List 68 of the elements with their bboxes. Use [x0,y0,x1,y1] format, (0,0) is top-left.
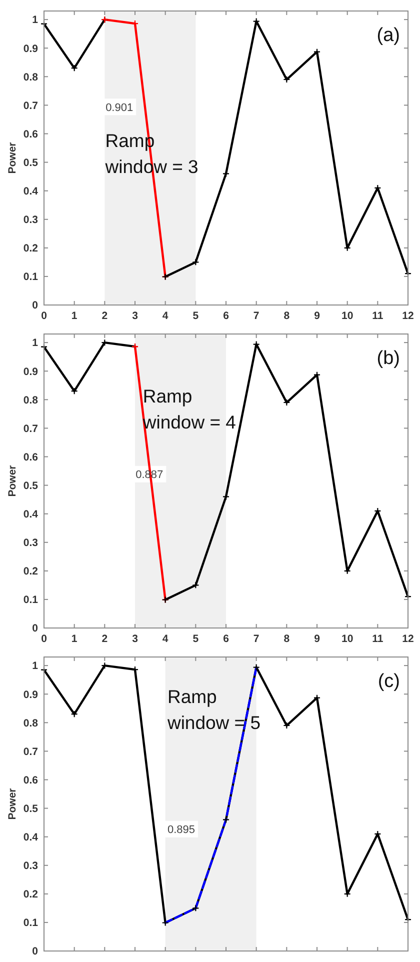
x-tick-label: 11 [372,310,384,322]
y-tick-label: 0.9 [23,688,38,701]
y-tick-label: 1 [32,14,38,26]
y-tick-label: 0.1 [23,594,38,606]
x-tick-label: 6 [223,633,230,645]
x-tick-label: 4 [162,633,168,645]
x-tick-label: 3 [132,310,138,322]
y-tick-label: 0.6 [23,128,38,140]
y-tick-label: 0 [32,300,38,312]
y-tick-label: 0.6 [23,451,38,464]
x-tick-label: 9 [314,633,320,645]
y-tick-label: 0.2 [23,566,38,578]
y-tick-label: 0.2 [23,242,38,255]
x-tick-label: 8 [284,310,290,322]
y-tick-label: 0.7 [23,422,38,435]
y-tick-label: 0.4 [23,508,38,520]
x-tick-label: 10 [341,310,354,322]
x-tick-label: 1 [71,633,78,645]
y-tick-label: 0.9 [23,42,38,55]
y-axis-title: Power [6,465,19,497]
x-tick-label: 11 [372,633,384,645]
x-tick-label: 2 [102,633,108,645]
y-tick-label: 0.2 [23,888,38,901]
y-axis-title: Power [6,142,19,174]
x-tick-label: 12 [402,633,414,645]
y-tick-label: 1 [32,337,38,350]
y-tick-label: 0.8 [23,394,38,406]
y-tick-label: 0.4 [23,832,38,844]
x-tick-label: 10 [341,633,354,645]
y-tick-label: 0.5 [23,802,38,815]
y-tick-label: 0.3 [23,860,38,872]
y-tick-label: 0.5 [23,480,38,492]
x-tick-label: 8 [284,633,290,645]
x-tick-label: 12 [402,310,414,322]
text: (c) [378,671,400,692]
y-tick-label: 0.7 [23,746,38,758]
x-tick-label: 9 [314,310,320,322]
x-tick-label: 4 [162,310,168,322]
x-tick-label: 1 [71,310,78,322]
y-axis-title: Power [6,788,19,820]
x-tick-label: 7 [253,633,260,645]
y-tick-label: 0.9 [23,366,38,378]
text: (a) [376,25,400,46]
y-tick-label: 0.4 [23,186,38,198]
y-tick-label: 0.3 [23,537,38,550]
x-tick-label: 5 [192,633,199,645]
text: (b) [376,348,400,369]
x-tick-label: 5 [192,310,199,322]
y-tick-label: 0 [32,622,38,635]
x-tick-label: 6 [223,310,230,322]
x-tick-label: 2 [102,310,108,322]
y-tick-label: 0.7 [23,100,38,112]
y-tick-label: 0.1 [23,917,38,930]
y-tick-label: 1 [32,660,38,672]
y-tick-label: 0.8 [23,71,38,84]
y-tick-label: 0.3 [23,214,38,226]
y-tick-label: 0.1 [23,271,38,284]
x-tick-label: 0 [41,633,48,645]
annotation: Ramp window = 5 [166,686,261,733]
x-tick-label: 3 [132,633,138,645]
y-tick-label: 0 [32,946,38,958]
annotation: 0.901 [106,102,134,114]
annotation: 0.895 [167,824,195,836]
y-tick-label: 0.6 [23,774,38,786]
y-tick-label: 0.5 [23,156,38,169]
y-tick-label: 0.8 [23,717,38,730]
x-tick-label: 7 [253,310,260,322]
x-tick-label: 0 [41,310,48,322]
